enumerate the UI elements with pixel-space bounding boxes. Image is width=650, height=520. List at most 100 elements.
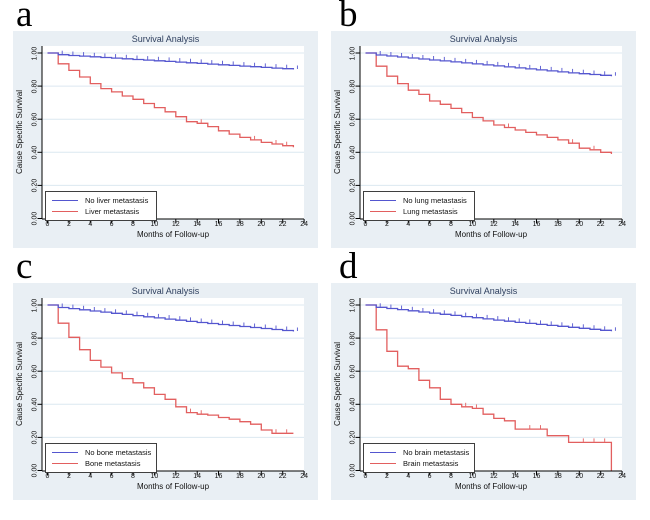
x-tick-label: 10 [150,473,159,480]
legend-label: Lung metastasis [403,207,458,216]
legend-item: No liver metastasis [46,195,156,206]
x-tick-label: 10 [468,473,477,480]
y-tick-label: 0.40 [349,397,357,412]
y-tick-label: 0.60 [31,364,39,378]
x-tick-label: 6 [109,473,114,480]
x-tick-label: 6 [427,221,432,228]
x-tick-label: 10 [468,221,477,228]
plot-area [37,298,305,476]
x-tick-label: 14 [511,473,520,480]
y-tick-label: 0.40 [31,397,39,412]
x-tick-label: 2 [384,221,389,228]
legend-item: No brain metastasis [364,447,474,458]
chart-title: Survival Analysis [131,34,200,44]
y-tick-label: 0.60 [349,112,357,126]
panel-a: a Survival Analysis Cause Specific Survi… [0,0,318,252]
legend-item: Lung metastasis [364,206,474,217]
x-tick-label: 0 [363,473,368,480]
legend-label: Liver metastasis [85,207,140,216]
x-tick-label: 22 [596,473,605,480]
curve-no-liver-metastasis [47,52,295,70]
x-tick-label: 8 [131,221,135,228]
chart-title: Survival Analysis [131,286,200,296]
curve-no-lung-metastasis [365,52,613,77]
panel-c: c Survival Analysis Cause Specific Survi… [0,248,318,504]
y-tick-label: 1.00 [349,298,357,312]
chart-title: Survival Analysis [449,286,518,296]
chart-title: Survival Analysis [449,34,518,44]
x-tick-label: 14 [511,221,520,228]
figure-label-a: a [16,0,33,35]
x-tick-label: 8 [449,221,453,228]
x-tick-label: 20 [575,473,584,480]
x-tick-label: 12 [489,473,498,480]
x-tick-label: 24 [300,221,308,228]
red-line-swatch [52,463,78,464]
legend-label: Brain metastasis [403,459,459,468]
x-tick-label: 0 [45,473,50,480]
legend: No brain metastasis Brain metastasis [363,443,475,473]
blue-line-swatch [370,200,396,201]
legend-item: No bone metastasis [46,447,156,458]
x-axis-label: Months of Follow-up [136,230,210,239]
y-tick-label: 0.80 [31,331,39,345]
y-axis-label: Cause Specific Survival [333,89,342,175]
x-tick-label: 18 [235,473,244,480]
x-tick-label: 14 [193,473,202,480]
legend-item: Liver metastasis [46,206,156,217]
legend: No lung metastasis Lung metastasis [363,191,475,221]
y-tick-label: 0.20 [349,178,357,193]
x-tick-label: 8 [449,473,453,480]
y-tick-label: 0.00 [349,211,357,226]
red-line-swatch [370,463,396,464]
blue-line-swatch [370,452,396,453]
y-tick-label: 0.60 [31,112,39,126]
x-tick-label: 16 [532,473,541,480]
x-tick-label: 0 [45,221,50,228]
y-tick-label: 0.40 [31,145,39,160]
red-line-swatch [52,211,78,212]
y-tick-label: 0.00 [31,211,39,226]
x-tick-label: 24 [300,473,308,480]
x-tick-label: 16 [532,221,541,228]
y-axis-label: Cause Specific Survival [15,341,24,427]
survival-chart-bone: Survival Analysis Cause Specific Surviva… [13,283,318,500]
figure-label-d: d [339,246,358,287]
y-tick-label: 0.60 [349,364,357,378]
x-tick-label: 4 [88,221,93,228]
x-tick-label: 20 [257,473,266,480]
y-tick-label: 0.80 [349,331,357,345]
y-tick-label: 0.00 [31,463,39,478]
y-tick-label: 1.00 [31,46,39,60]
y-tick-label: 0.20 [31,430,39,445]
x-tick-label: 8 [131,473,135,480]
plot-background [42,46,304,219]
x-tick-label: 18 [235,221,244,228]
x-tick-label: 0 [363,221,368,228]
figure-label-c: c [16,246,33,287]
x-tick-label: 16 [214,221,223,228]
panel-b: b Survival Analysis Cause Specific Survi… [318,0,636,252]
red-line-swatch [370,211,396,212]
x-axis-label: Months of Follow-up [136,482,210,491]
x-tick-label: 22 [278,221,287,228]
y-axis-label: Cause Specific Survival [333,341,342,427]
legend: No bone metastasis Bone metastasis [45,443,157,473]
plot-area [355,46,623,224]
survival-chart-lung: Survival Analysis Cause Specific Surviva… [331,31,636,248]
x-tick-label: 12 [489,221,498,228]
plot-area [37,46,305,224]
x-tick-label: 4 [406,473,411,480]
x-tick-label: 6 [109,221,114,228]
x-tick-label: 22 [596,221,605,228]
x-tick-label: 2 [384,473,389,480]
x-tick-label: 2 [66,473,71,480]
x-tick-label: 4 [88,473,93,480]
x-tick-label: 24 [618,473,626,480]
x-tick-label: 2 [66,221,71,228]
survival-chart-liver: Survival Analysis Cause Specific Surviva… [13,31,318,248]
legend-label: No lung metastasis [403,196,467,205]
y-tick-label: 0.40 [349,145,357,160]
x-tick-label: 10 [150,221,159,228]
